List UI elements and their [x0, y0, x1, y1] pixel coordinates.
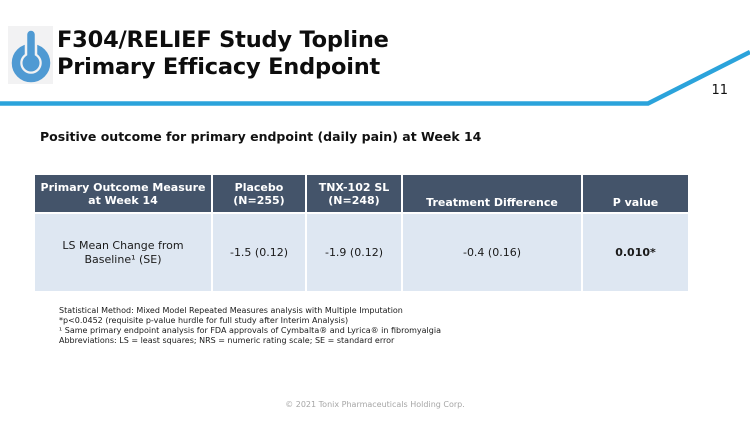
- footnote-p-value-hurdle: *p<0.0452 (requisite p-value hurdle for …: [59, 316, 349, 325]
- table-data-row: LS Mean Change from Baseline¹ (SE) -1.5 …: [35, 214, 688, 291]
- col-header-tnx102sl: TNX-102 SL (N=248): [307, 175, 401, 212]
- page-number: 11: [711, 83, 728, 98]
- power-button-icon: [11, 27, 50, 82]
- col-header-placebo: Placebo (N=255): [213, 175, 305, 212]
- cell-p-value: 0.010*: [583, 214, 688, 291]
- cell-placebo-value: -1.5 (0.12): [213, 214, 305, 291]
- cell-tnx102sl-value: -1.9 (0.12): [307, 214, 401, 291]
- cell-treatment-difference-value: -0.4 (0.16): [403, 214, 581, 291]
- primary-endpoint-table: Primary Outcome Measure at Week 14 Place…: [35, 175, 688, 291]
- table-header-row: Primary Outcome Measure at Week 14 Place…: [35, 175, 688, 212]
- slide-title-line2: Primary Efficacy Endpoint: [57, 54, 381, 80]
- col-header-p-value: P value: [583, 175, 688, 212]
- company-logo: [8, 26, 53, 84]
- col-header-outcome-measure: Primary Outcome Measure at Week 14: [35, 175, 211, 212]
- slide-title: F304/RELIEF Study Topline Primary Effica…: [57, 27, 389, 81]
- footnotes: Statistical Method: Mixed Model Repeated…: [59, 306, 441, 346]
- footnote-statistical-method: Statistical Method: Mixed Model Repeated…: [59, 306, 403, 315]
- cell-outcome-measure: LS Mean Change from Baseline¹ (SE): [35, 214, 211, 291]
- slide-title-line1: F304/RELIEF Study Topline: [57, 27, 389, 53]
- footnote-fda-approvals: ¹ Same primary endpoint analysis for FDA…: [59, 326, 441, 335]
- footnote-abbreviations: Abbreviations: LS = least squares; NRS =…: [59, 336, 395, 345]
- col-header-treatment-difference: Treatment Difference: [403, 175, 581, 212]
- copyright-text: © 2021 Tonix Pharmaceuticals Holding Cor…: [285, 400, 465, 409]
- slide-subtitle: Positive outcome for primary endpoint (d…: [40, 129, 482, 144]
